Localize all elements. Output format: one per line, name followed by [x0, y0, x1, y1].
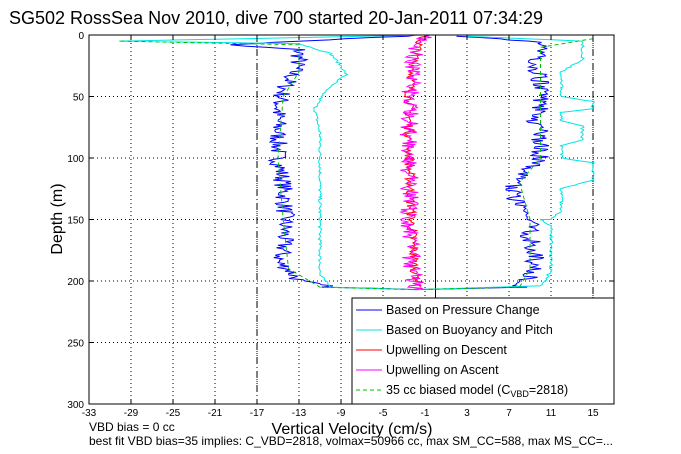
legend-label-text: Based on Pressure Change: [386, 303, 540, 317]
x-tick-label: -21: [208, 408, 223, 419]
x-tick-label: -17: [250, 408, 265, 419]
series-line-4: [120, 38, 594, 291]
legend-label-0: Based on Pressure Change: [386, 303, 540, 317]
note-best-fit: best fit VBD bias=35 implies: C_VBD=2818…: [89, 434, 613, 448]
chart-title: SG502 RossSea Nov 2010, dive 700 started…: [9, 8, 543, 28]
legend-label-tail: =2818): [529, 383, 568, 397]
x-tick-label: -33: [82, 408, 97, 419]
legend-label-text: Upwelling on Descent: [386, 343, 507, 357]
series-line-0: [230, 35, 550, 291]
y-tick-label: 100: [67, 154, 84, 165]
x-tick-label: 3: [464, 408, 470, 419]
legend-label-subscript: VBD: [510, 389, 529, 399]
series-line-3: [399, 35, 432, 291]
x-axis-label: Vertical Velocity (cm/s): [272, 421, 433, 438]
note-vbd-bias: VBD bias = 0 cc: [89, 420, 175, 434]
y-axis-label: Depth (m): [49, 183, 66, 254]
series-line-1: [119, 35, 596, 291]
x-tick-label: 15: [587, 408, 599, 419]
x-tick-label: -25: [166, 408, 181, 419]
legend-label-2: Upwelling on Descent: [386, 343, 507, 357]
legend-label-text: Upwelling on Ascent: [386, 363, 499, 377]
y-tick-label: 0: [78, 31, 84, 42]
y-tick-label: 300: [67, 400, 84, 411]
legend-box: [351, 297, 615, 405]
x-tick-label: -13: [292, 408, 307, 419]
x-tick-label: 11: [546, 408, 557, 419]
legend: Based on Pressure Change Based on Buoyanc…: [351, 297, 615, 405]
x-tick-label: 7: [506, 408, 512, 419]
y-tick-label: 150: [67, 216, 84, 227]
x-tick-label: -5: [379, 408, 388, 419]
x-tick-label: -1: [421, 408, 430, 419]
x-tick-label: -29: [124, 408, 139, 419]
series-group: [119, 35, 596, 291]
legend-label-1: Based on Buoyancy and Pitch: [386, 323, 553, 337]
x-tick-label: -9: [337, 408, 346, 419]
legend-label-text: 35 cc biased model (C: [386, 383, 510, 397]
y-tick-label: 50: [73, 93, 85, 104]
y-tick-label: 250: [67, 339, 84, 350]
y-tick-label: 200: [67, 277, 84, 288]
legend-label-4: 35 cc biased model (CVBD=2818): [386, 383, 568, 399]
ticks: -33 -29 -25 -21 -17 -13 -9 -5 -1 3 7 11 150501001502…: [67, 31, 614, 419]
legend-label-3: Upwelling on Ascent: [386, 363, 499, 377]
legend-label-text: Based on Buoyancy and Pitch: [386, 323, 553, 337]
